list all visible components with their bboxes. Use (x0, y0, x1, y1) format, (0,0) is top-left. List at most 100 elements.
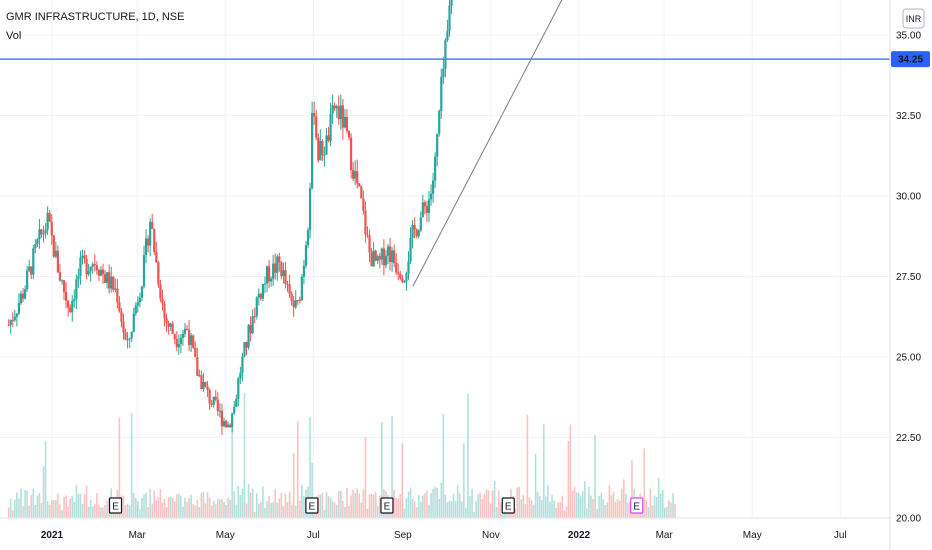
candle-body (91, 264, 94, 267)
volume-bar (491, 490, 494, 518)
volume-bar (409, 487, 412, 518)
volume-bar (417, 495, 420, 518)
earnings-mark (305, 497, 319, 514)
volume-bar (266, 501, 268, 518)
volume-bar (274, 489, 277, 518)
volume-bar (567, 440, 570, 518)
candle-body (153, 228, 156, 253)
volume-bar (399, 494, 402, 518)
candle-body (198, 375, 201, 377)
candle-body (9, 320, 12, 326)
drawings (412, 0, 563, 287)
x-tick-label: May (216, 530, 235, 541)
volume-bar (85, 485, 88, 518)
volume-bar (454, 500, 457, 518)
candle-body (436, 133, 439, 157)
volume-bar (214, 503, 217, 518)
candle-body (15, 313, 18, 317)
volume-bar (73, 501, 76, 518)
earnings-mark (380, 497, 394, 514)
earnings-mark (501, 497, 515, 514)
candle-body (34, 244, 37, 249)
candle-body (409, 237, 412, 262)
volume-bar (428, 504, 430, 518)
volume-bar (149, 488, 151, 518)
volume-bar (299, 500, 301, 518)
volume-bar (413, 501, 416, 518)
candle-body (339, 105, 342, 120)
candle-body (87, 271, 90, 275)
volume-bar (649, 488, 652, 518)
volume-bar (311, 462, 313, 518)
volume-bar (204, 503, 207, 518)
volume-bar (321, 493, 324, 518)
volume-bar (241, 488, 244, 518)
volume-bar (180, 495, 182, 518)
volume-bar (247, 483, 250, 518)
volume-bar (169, 496, 172, 518)
volume-bar (173, 500, 176, 518)
volume-bar (237, 486, 240, 518)
candle-body (388, 246, 392, 263)
volume-bar (91, 506, 94, 518)
candle-body (23, 289, 27, 299)
candle-body (274, 263, 277, 273)
volume-bar (282, 506, 285, 518)
volume-bar (145, 492, 147, 518)
candle-body (341, 105, 344, 128)
candle-body (429, 193, 433, 200)
volume-bar (672, 492, 674, 518)
volume-bar (542, 424, 545, 518)
volume-bar (393, 490, 395, 518)
volume-bar (196, 499, 199, 518)
volume-bar (276, 502, 279, 518)
volume-bar (340, 490, 342, 518)
volume-bar (50, 500, 53, 518)
lower-trendline (412, 0, 563, 287)
volume-bar (155, 500, 158, 518)
volume-bar (588, 486, 590, 518)
candle-body (110, 276, 113, 289)
volume-bar (422, 495, 424, 518)
volume-bar (34, 504, 37, 518)
volume-bar (151, 503, 154, 518)
candle-body (366, 234, 369, 236)
candle-body (54, 250, 57, 257)
volume-bar (292, 453, 295, 518)
y-tick-label: 30.00 (896, 192, 921, 203)
volume-bar (547, 485, 549, 518)
candle-body (397, 272, 400, 274)
volume-bar (471, 488, 473, 518)
volume-bar (159, 488, 162, 518)
volume-bar (93, 504, 96, 518)
volume-bar (100, 507, 102, 518)
y-tick-label: 35.00 (896, 31, 921, 42)
candle-body (151, 221, 154, 229)
volume-bar (584, 481, 586, 518)
candle-body (438, 110, 441, 134)
volume-bar (612, 492, 615, 518)
volume-bar (456, 484, 459, 518)
volume-bar (651, 505, 654, 518)
candle-body (382, 248, 385, 266)
candle-body (446, 30, 449, 41)
candle-body (321, 140, 324, 156)
candles (7, 0, 453, 436)
volume-bar (376, 505, 379, 518)
candle-body (417, 230, 420, 237)
volume-bar (426, 491, 428, 518)
candle-body (46, 213, 49, 230)
volume-bar (553, 500, 555, 518)
candle-body (337, 106, 340, 120)
volume-bar (221, 499, 223, 518)
candle-body (372, 250, 375, 267)
volume-bar (303, 496, 305, 518)
volume-bar (364, 437, 367, 518)
earnings-mark-label: E (384, 502, 391, 513)
volume-bar (561, 495, 564, 518)
volume-bar (87, 506, 90, 518)
volume-bar (253, 511, 256, 518)
volume-bar (161, 502, 164, 518)
volume-bar (344, 506, 346, 518)
